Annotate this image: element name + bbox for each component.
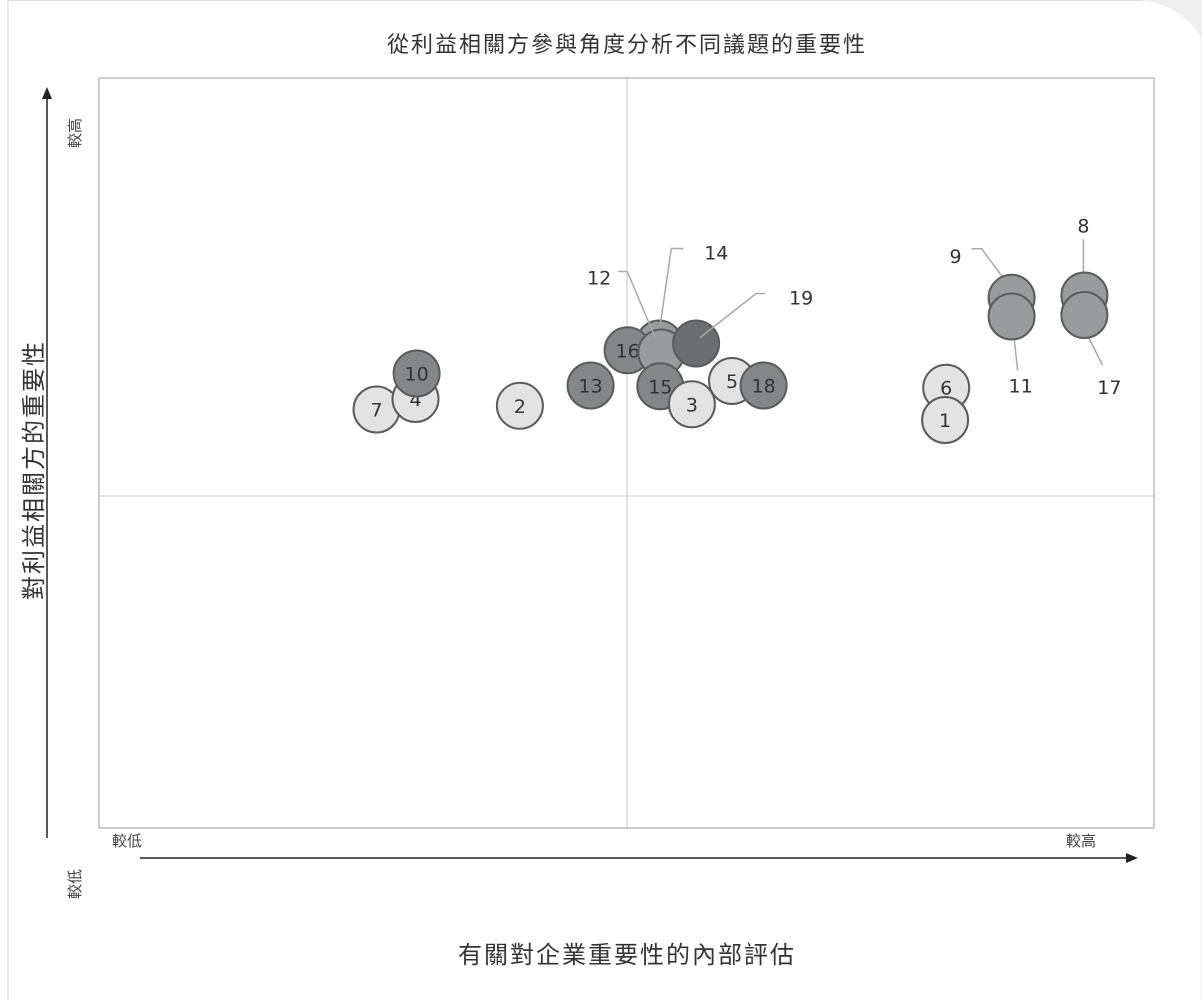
x-tick-high: 較高 xyxy=(1066,832,1096,850)
x-axis-arrow-head xyxy=(1126,853,1138,863)
bubble-label-16: 16 xyxy=(616,340,640,362)
bubble-label-3: 3 xyxy=(686,394,698,416)
callout-label-9: 9 xyxy=(950,246,962,268)
bubble-2 xyxy=(495,381,544,430)
bubble-11 xyxy=(987,292,1036,341)
bubble-label-1: 1 xyxy=(939,410,951,432)
callout-leader-14 xyxy=(659,247,684,325)
bubble-17 xyxy=(1060,291,1109,339)
callout-leader-9 xyxy=(971,248,1009,285)
bubble-label-2: 2 xyxy=(514,396,526,418)
chart-title: 從利益相關方參與角度分析不同議題的重要性 xyxy=(387,33,867,58)
bubble-label-10: 10 xyxy=(405,364,429,386)
y-tick-high: 較高 xyxy=(66,118,84,148)
callout-leader-12 xyxy=(618,270,656,338)
bubble-10 xyxy=(392,349,441,398)
bubble-label-5: 5 xyxy=(726,371,738,393)
x-axis-title: 有關對企業重要性的內部評估 xyxy=(458,941,796,969)
callout-label-14: 14 xyxy=(704,243,728,265)
bubble-label-18: 18 xyxy=(752,376,776,398)
bubble-13 xyxy=(566,361,615,410)
page-curl-decoration xyxy=(1140,0,1202,40)
callout-label-8: 8 xyxy=(1077,216,1089,238)
bubble-label-6: 6 xyxy=(940,378,952,400)
y-tick-low: 較低 xyxy=(66,869,84,899)
callout-label-11: 11 xyxy=(1009,376,1033,398)
x-tick-low: 較低 xyxy=(112,832,142,850)
y-axis-title: 對利益相關方的重要性 xyxy=(20,340,48,600)
bubble-18 xyxy=(739,361,788,410)
bubble-3 xyxy=(667,380,716,429)
bubble-label-7: 7 xyxy=(370,400,382,422)
bubble-label-13: 13 xyxy=(579,376,603,398)
bubble-1 xyxy=(921,396,970,444)
callout-label-17: 17 xyxy=(1097,377,1121,399)
y-axis-arrow-head xyxy=(42,87,52,99)
callout-label-12: 12 xyxy=(587,268,611,290)
chart-frame xyxy=(7,0,1202,999)
callout-leader-19 xyxy=(699,292,766,339)
bubble-label-15: 15 xyxy=(648,376,672,398)
callout-labels: 8 9 11 12 14 17 19 xyxy=(587,216,1121,400)
callout-label-19: 19 xyxy=(789,288,813,310)
